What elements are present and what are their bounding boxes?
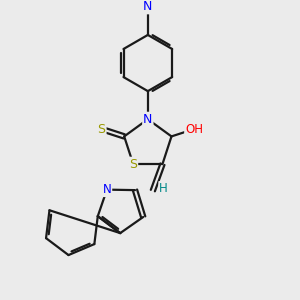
Text: S: S xyxy=(129,158,137,171)
Text: N: N xyxy=(143,113,152,126)
Text: N: N xyxy=(143,0,152,13)
Text: H: H xyxy=(159,182,168,195)
Text: S: S xyxy=(98,123,106,136)
Text: N: N xyxy=(103,183,111,196)
Text: OH: OH xyxy=(185,123,203,136)
